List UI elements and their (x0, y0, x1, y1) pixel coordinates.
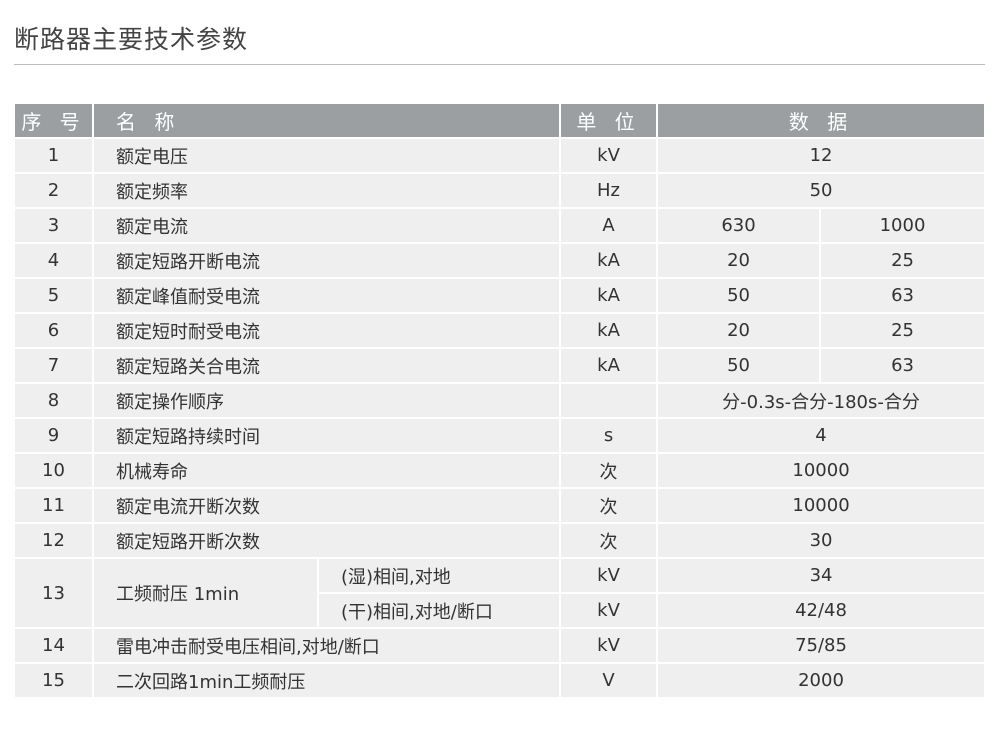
seq-cell: 10 (13, 452, 94, 489)
table-row: (干)相间,对地/断口 kV 42/48 (14, 592, 987, 629)
table-row: 3 额定电流 A 630 1000 (13, 207, 987, 244)
value-cell: 50 (656, 347, 822, 384)
unit-cell (559, 382, 659, 419)
name-cell: 二次回路1min工频耐压 (91, 662, 562, 699)
unit-cell: kA (559, 277, 659, 314)
title-divider (14, 64, 985, 65)
seq-cell: 9 (13, 417, 94, 454)
unit-cell: Hz (559, 172, 659, 209)
value-cell: 10000 (656, 487, 987, 524)
table-row: 14 雷电冲击耐受电压相间,对地/断口 kV 75/85 (13, 627, 987, 664)
value-cell: 25 (819, 312, 987, 349)
unit-cell: kA (559, 347, 659, 384)
value-cell: 20 (656, 312, 822, 349)
name-cell: 额定短路开断次数 (91, 522, 562, 559)
name-cell: 额定短路开断电流 (91, 242, 562, 279)
header-unit: 单 位 (559, 102, 659, 139)
value-cell: 20 (656, 242, 822, 279)
value-cell: 50 (656, 277, 822, 314)
table-row: 8 额定操作顺序 分-0.3s-合分-180s-合分 (13, 382, 987, 419)
value-cell: 30 (656, 522, 987, 559)
header-name: 名 称 (91, 102, 562, 139)
value-cell: 34 (656, 557, 987, 594)
value-cell: 42/48 (656, 592, 987, 629)
unit-cell: kA (559, 242, 659, 279)
seq-cell: 11 (13, 487, 94, 524)
value-cell: 630 (656, 207, 822, 244)
value-cell: 25 (819, 242, 987, 279)
unit-cell: V (559, 662, 659, 699)
name-cell: 机械寿命 (91, 452, 562, 489)
header-data: 数 据 (656, 102, 987, 139)
seq-cell: 15 (13, 662, 94, 699)
value-cell: 2000 (656, 662, 987, 699)
value-cell: 10000 (656, 452, 987, 489)
seq-cell: 6 (13, 312, 94, 349)
table-row: 11 额定电流开断次数次 10000 (13, 487, 987, 524)
table-row: 12 额定短路开断次数次 30 (13, 522, 987, 559)
page-title: 断路器主要技术参数 (14, 25, 249, 54)
name-cell: 额定频率 (91, 172, 562, 209)
value-cell: 50 (656, 172, 987, 209)
table-row: 4 额定短路开断电流 kA 20 25 (13, 242, 987, 279)
table-row: 7 额定短路关合电流 kA 50 63 (13, 347, 987, 384)
table-row: 2 额定频率 Hz 50 (13, 172, 987, 209)
table-row: 5 额定峰值耐受电流 kA 50 63 (13, 277, 987, 314)
unit-cell: s (559, 417, 659, 454)
sub-name-cell: (干)相间,对地/断口 (316, 592, 562, 629)
table-row: 15 二次回路1min工频耐压 V 2000 (13, 662, 987, 699)
seq-cell: 8 (13, 382, 94, 419)
seq-cell: 7 (13, 347, 94, 384)
spec-table: 序 号 名 称 单 位 数 据 1 额定电压 kV 12 2 额定频率 Hz 50 3 额定电流 A… (13, 102, 987, 699)
table-row: 10 机械寿命次 10000 (13, 452, 987, 489)
table-row: 6 额定短时耐受电流 kA 20 25 (13, 312, 987, 349)
name-cell: 额定峰值耐受电流 (91, 277, 562, 314)
seq-cell: 4 (13, 242, 94, 279)
value-cell: 75/85 (656, 627, 987, 664)
name-cell: 额定电压 (91, 137, 562, 174)
value-cell: 1000 (819, 207, 987, 244)
unit-cell: 次 (559, 522, 659, 559)
seq-cell: 1 (13, 137, 94, 174)
seq-cell: 14 (13, 627, 94, 664)
name-cell: 额定短路持续时间 (91, 417, 562, 454)
table-row: 1 额定电压 kV 12 (13, 137, 987, 174)
name-cell: 额定短路关合电流 (91, 347, 562, 384)
name-cell: 额定电流 (91, 207, 562, 244)
seq-cell: 13 (13, 557, 94, 629)
table-header: 序 号 名 称 单 位 数 据 (13, 102, 987, 139)
seq-cell: 2 (13, 172, 94, 209)
unit-cell: A (559, 207, 659, 244)
value-cell: 63 (819, 277, 987, 314)
name-cell: 工频耐压 1min (92, 557, 319, 629)
sub-name-cell: (湿)相间,对地 (316, 557, 562, 594)
name-cell: 额定操作顺序 (91, 382, 562, 419)
seq-cell: 5 (13, 277, 94, 314)
name-cell: 雷电冲击耐受电压相间,对地/断口 (91, 627, 562, 664)
unit-cell: kV (559, 592, 659, 629)
unit-cell: kA (559, 312, 659, 349)
header-seq: 序 号 (13, 102, 94, 139)
seq-cell: 12 (13, 522, 94, 559)
value-cell: 分-0.3s-合分-180s-合分 (656, 382, 987, 419)
name-cell: 额定电流开断次数 (91, 487, 562, 524)
name-cell: 额定短时耐受电流 (91, 312, 562, 349)
unit-cell: 次 (559, 452, 659, 489)
value-cell: 4 (656, 417, 987, 454)
table-row: 13 工频耐压 1min (湿)相间,对地 kV 34 (13, 557, 987, 629)
unit-cell: 次 (559, 487, 659, 524)
unit-cell: kV (559, 557, 659, 594)
seq-cell: 3 (13, 207, 94, 244)
value-cell: 63 (819, 347, 987, 384)
unit-cell: kV (559, 137, 659, 174)
table-row: 9 额定短路持续时间 s 4 (13, 417, 987, 454)
unit-cell: kV (559, 627, 659, 664)
value-cell: 12 (656, 137, 987, 174)
